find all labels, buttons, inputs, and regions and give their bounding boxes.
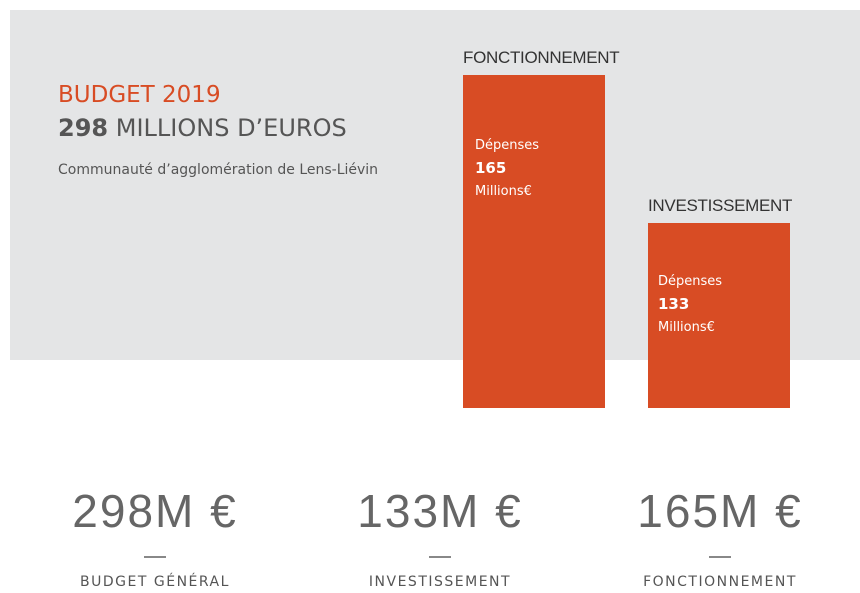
bar-label: Dépenses xyxy=(475,138,540,153)
total-unit: MILLIONS D’EUROS xyxy=(115,114,347,142)
bar: Dépenses 133 Millions€ xyxy=(648,223,790,408)
dash xyxy=(144,556,166,558)
stat-label: BUDGET GÉNÉRAL xyxy=(80,574,230,590)
bar-label: Dépenses xyxy=(658,274,723,289)
stat-value: 298M € xyxy=(72,485,238,537)
bar-value: 165 xyxy=(475,159,507,177)
bar-labels: Dépenses 133 Millions€ xyxy=(648,223,790,339)
stat-label: INVESTISSEMENT xyxy=(368,574,512,590)
subtitle: Communauté d’agglomération de Lens-Liévi… xyxy=(58,162,379,178)
stat-value: 133M € xyxy=(357,485,523,537)
total: 298 MILLIONS D’EUROS xyxy=(58,114,347,142)
bar-unit: Millions€ xyxy=(475,184,532,199)
bar-unit: Millions€ xyxy=(658,320,715,335)
bar-title: INVESTISSEMENT xyxy=(648,196,793,215)
bar-title: FONCTIONNEMENT xyxy=(463,48,620,67)
stat: 298M € BUDGET GÉNÉRAL xyxy=(15,484,295,590)
stat-label: FONCTIONNEMENT xyxy=(643,574,797,590)
stat-value: 165M € xyxy=(637,485,803,537)
bar-value: 133 xyxy=(658,295,690,313)
total-value: 298 xyxy=(58,114,109,142)
dash xyxy=(429,556,451,558)
bar: Dépenses 165 Millions€ xyxy=(463,75,605,408)
bar-labels: Dépenses 165 Millions€ xyxy=(463,75,605,203)
title: BUDGET 2019 xyxy=(58,82,221,108)
dash xyxy=(709,556,731,558)
stat: 165M € FONCTIONNEMENT xyxy=(580,484,860,590)
stat: 133M € INVESTISSEMENT xyxy=(300,484,580,590)
